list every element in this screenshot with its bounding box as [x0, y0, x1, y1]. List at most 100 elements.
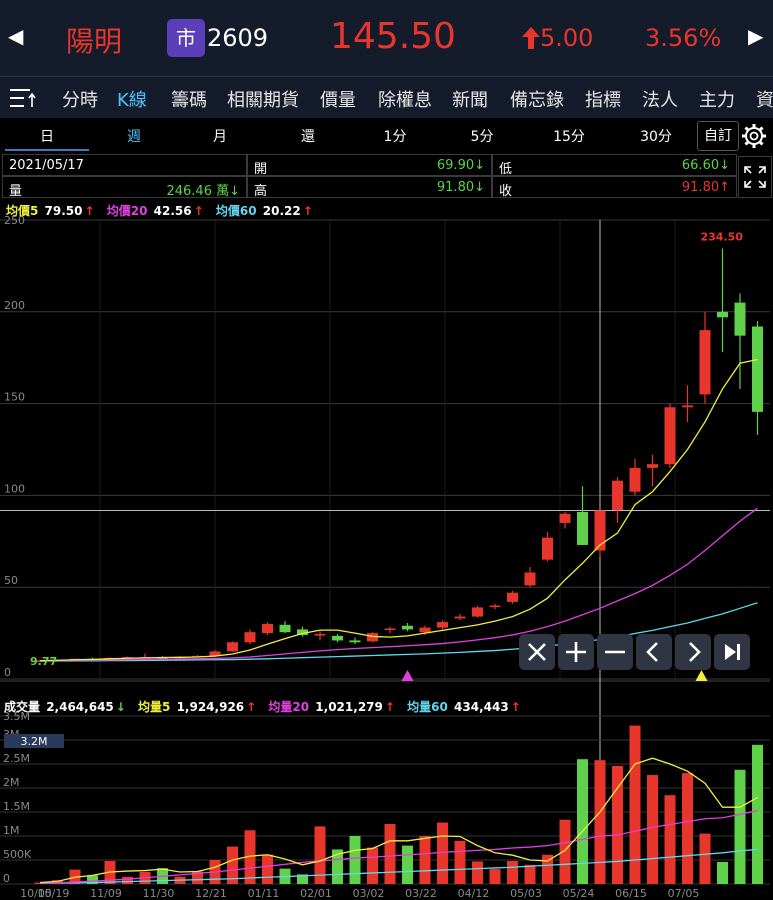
price-change-value: 5.00 [540, 24, 594, 52]
volume-bar [367, 847, 378, 884]
x-axis-label: 03/22 [405, 887, 437, 900]
info-close-label: 收 [499, 184, 513, 199]
volume-bar [699, 833, 711, 884]
vol-ma5-line [39, 757, 758, 884]
volume-cursor-label: 3.2M [21, 735, 48, 748]
volume-bar [752, 744, 763, 884]
period-30min[interactable]: 30分 [640, 129, 672, 145]
next-stock-button[interactable]: ▶ [748, 24, 764, 48]
x-axis-label: 11/09 [90, 887, 122, 900]
custom-period-button[interactable]: 自訂 [697, 121, 739, 151]
max-price-label: 234.50 [701, 230, 744, 243]
info-volume-value: 246.46 萬↓ [166, 184, 240, 199]
candle-body [647, 464, 658, 468]
vol-ma20-label: 均量20 [268, 700, 310, 714]
ma20-arrow: ↑ [193, 204, 204, 218]
tab-chips[interactable]: 籌碼 [171, 90, 207, 111]
period-15min[interactable]: 15分 [553, 129, 585, 145]
vol-ma20-arrow: ↑ [384, 700, 395, 714]
period-selector: 日 週 月 還 1分 5分 15分 30分 自訂 [0, 118, 773, 152]
x-axis-label: 06/15 [615, 887, 647, 900]
info-high-cell: 高 91.80↓ [247, 176, 492, 199]
minus-icon [605, 650, 625, 654]
price-ma-legend: 均價5 79.50 ↑ 均價20 42.56 ↑ 均價60 20.22 ↑ [6, 202, 315, 219]
tab-memo[interactable]: 備忘錄 [510, 90, 564, 111]
candle-body [664, 407, 676, 465]
zoom-out-button[interactable] [597, 634, 633, 670]
tab-time-share[interactable]: 分時 [62, 90, 98, 111]
tab-related-futures[interactable]: 相關期貨 [227, 90, 299, 111]
period-5min[interactable]: 5分 [470, 129, 494, 145]
tab-indicators[interactable]: 指標 [585, 90, 621, 111]
ma60-arrow: ↑ [302, 204, 313, 218]
candle-body [577, 511, 588, 545]
tab-institutional[interactable]: 法人 [642, 90, 678, 111]
candle-body [437, 622, 448, 628]
period-restore[interactable]: 還 [301, 129, 315, 145]
info-close-cell: 收 91.80↑ [492, 176, 737, 199]
price-tick-label: 50 [4, 574, 18, 587]
volume-bar [87, 875, 98, 884]
ma5-arrow: ↑ [84, 204, 95, 218]
tab-price-volume[interactable]: 價量 [320, 90, 356, 111]
vol-ma5-arrow: ↑ [246, 700, 257, 714]
info-date: 2021/05/17 [9, 158, 84, 173]
chevron-left-icon [646, 642, 658, 662]
info-high-label: 高 [254, 184, 268, 199]
x-axis-label: 10/19 [38, 887, 70, 900]
ma5-label: 均價5 [6, 204, 39, 218]
tab-ex-dividend[interactable]: 除權息 [378, 90, 432, 111]
period-month[interactable]: 月 [213, 129, 227, 145]
vol-ma60-line [39, 848, 758, 884]
volume-bar [682, 773, 693, 884]
zoom-in-button[interactable] [558, 634, 594, 670]
menu-sort-icon[interactable] [10, 87, 36, 109]
feature-tabs: 分時 K線 籌碼 相關期貨 價量 除權息 新聞 備忘錄 指標 法人 主力 資 [0, 76, 773, 119]
volume-bar [262, 854, 273, 884]
candle-body [629, 467, 641, 492]
x-axis-label: 05/03 [510, 887, 542, 900]
tab-more[interactable]: 資 [756, 90, 773, 111]
ma60-value: 20.22 [262, 204, 301, 218]
volume-tick-label: 500K [3, 848, 32, 861]
vol-ma20-value: 1,021,279 [315, 700, 383, 714]
volume-bar [437, 822, 448, 884]
volume-bar [454, 840, 466, 884]
tab-news[interactable]: 新聞 [452, 90, 488, 111]
candle-body [244, 632, 256, 643]
volume-cursor-box [4, 734, 64, 748]
expand-icon [744, 166, 766, 188]
prev-stock-button[interactable]: ◀ [8, 24, 24, 48]
ma20-label: 均價20 [106, 204, 148, 218]
period-week[interactable]: 週 [127, 129, 141, 145]
info-close-value: 91.80↑ [681, 180, 730, 195]
ma20-cross-marker [401, 670, 414, 681]
vol-ma5-value: 1,924,926 [176, 700, 245, 714]
period-day[interactable]: 日 [40, 129, 54, 145]
candle-body [384, 628, 396, 631]
price-tick-label: 150 [4, 391, 25, 404]
period-1min[interactable]: 1分 [383, 129, 407, 145]
volume-bar [507, 860, 518, 884]
ma60-line [40, 602, 758, 662]
volume-ma-legend: 成交量 2,464,645 ↓ 均量5 1,924,926 ↑ 均量20 1,021… [4, 698, 523, 715]
close-icon [528, 643, 546, 661]
volume-tick-label: 0 [3, 872, 10, 885]
candle-body [489, 605, 501, 608]
tab-kline[interactable]: K線 [117, 90, 147, 111]
tab-major-players[interactable]: 主力 [699, 90, 735, 111]
jump-to-last-button[interactable] [714, 634, 750, 670]
vol-ma60-value: 434,443 [454, 700, 509, 714]
volume-bar [647, 775, 658, 884]
close-overlay-button[interactable] [519, 634, 555, 670]
volume-tick-label: 2.5M [3, 752, 30, 765]
volume-bar [717, 861, 728, 884]
info-volume-label: 量 [9, 184, 23, 199]
scroll-prev-button[interactable] [636, 634, 672, 670]
x-axis-label: 03/02 [353, 887, 385, 900]
fullscreen-button[interactable] [738, 156, 772, 198]
scroll-next-button[interactable] [675, 634, 711, 670]
volume-bar [577, 759, 588, 884]
gear-icon[interactable] [741, 123, 767, 149]
